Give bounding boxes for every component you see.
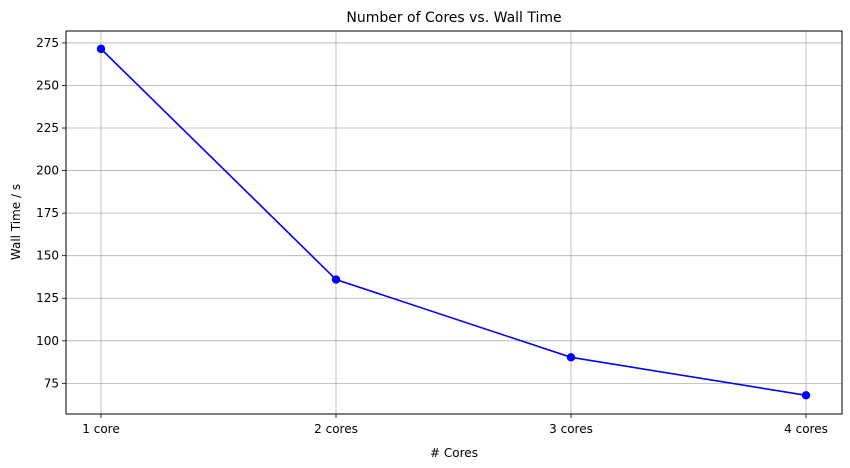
y-tick-label: 100: [36, 334, 59, 348]
x-tick-label: 4 cores: [784, 422, 828, 436]
y-tick-label: 175: [36, 206, 59, 220]
y-tick-label: 225: [36, 121, 59, 135]
x-tick-label: 3 cores: [549, 422, 593, 436]
y-tick-label: 200: [36, 164, 59, 178]
y-tick-label: 275: [36, 36, 59, 50]
y-axis-label: Wall Time / s: [9, 184, 23, 260]
x-ticks: 1 core 2 cores 3 cores 4 cores: [82, 414, 828, 436]
series-layer: [96, 44, 811, 400]
x-tick-label: 2 cores: [314, 422, 358, 436]
y-tick-label: 125: [36, 291, 59, 305]
y-tick-label: 250: [36, 78, 59, 92]
x-axis-label: # Cores: [430, 446, 478, 460]
series-line: [100, 48, 807, 397]
data-point: [801, 391, 811, 400]
y-tick-label: 75: [44, 376, 59, 390]
y-ticks: 75 100 125 150 175 200 225 250 275: [36, 36, 66, 390]
plot-frame: [65, 30, 843, 415]
grid: [66, 31, 842, 414]
y-tick-label: 150: [36, 249, 59, 263]
data-point: [331, 275, 341, 284]
data-point: [566, 353, 576, 362]
x-tick-label: 1 core: [82, 422, 119, 436]
data-point: [96, 44, 106, 54]
chart-title: Number of Cores vs. Wall Time: [346, 10, 561, 26]
